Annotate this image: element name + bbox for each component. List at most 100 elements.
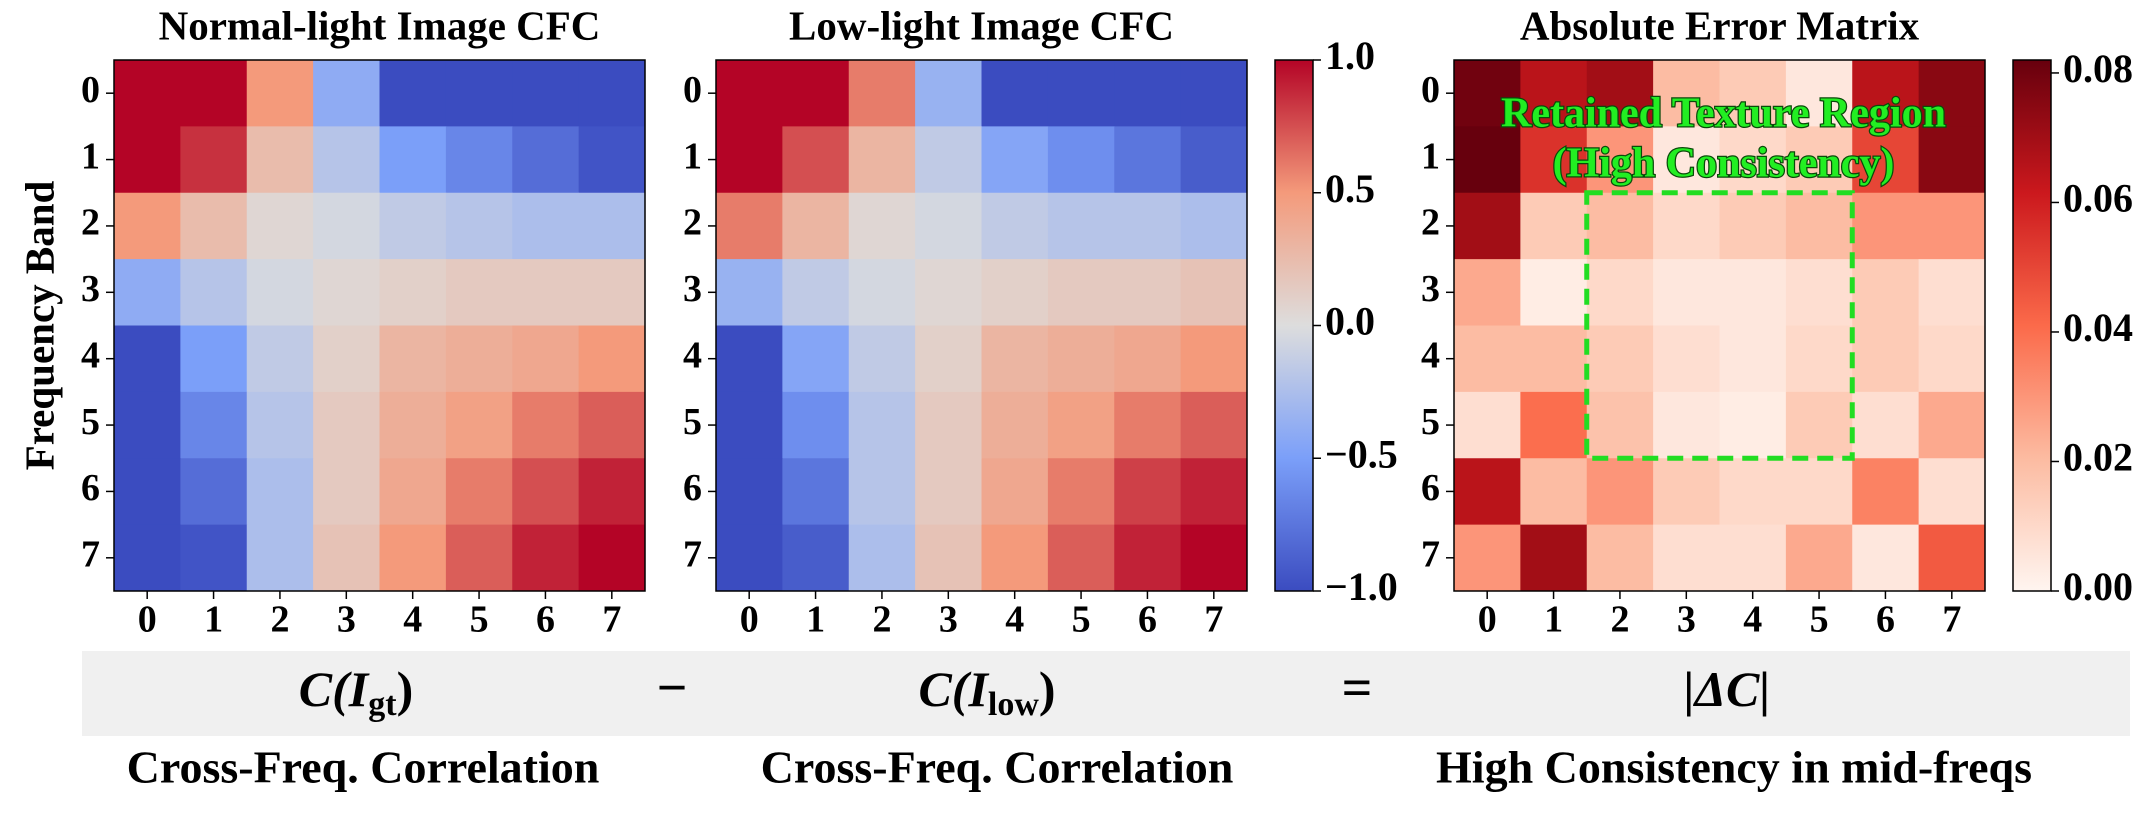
heatmap-cell: [782, 126, 850, 194]
heatmap-cell: [1918, 60, 1986, 127]
heatmap-cell: [1918, 524, 1986, 592]
heatmap-cell: [782, 192, 850, 260]
heatmap-cell: [981, 325, 1049, 393]
heatmap-cell: [445, 192, 513, 260]
heatmap-cell: [578, 325, 646, 393]
x-tick-label: 7: [1942, 599, 1961, 641]
heatmap-cell: [782, 325, 850, 393]
heatmap-cell: [981, 192, 1049, 260]
equation-operator: −: [657, 657, 688, 717]
heatmap-cell: [114, 60, 181, 127]
equation-term: |ΔC|: [1684, 661, 1771, 717]
heatmap-cell: [313, 391, 380, 459]
heatmap-cell: [1047, 259, 1115, 326]
heatmap-cell: [1785, 325, 1853, 393]
heatmap-cell: [1918, 126, 1986, 194]
heatmap-cell: [246, 524, 314, 592]
heatmap-cell: [114, 391, 181, 459]
heatmap-cell: [1785, 524, 1853, 592]
heatmap-cell: [915, 126, 982, 194]
heatmap-cell: [180, 259, 248, 326]
heatmap-cell: [981, 524, 1049, 592]
y-tick-label: 0: [1421, 69, 1440, 111]
heatmap-cell: [1918, 325, 1986, 393]
heatmap-cell: [848, 325, 916, 393]
heatmap-cell: [1586, 524, 1654, 592]
heatmap-cell: [848, 259, 916, 326]
y-tick-label: 4: [1421, 334, 1440, 376]
heatmap-cell: [445, 325, 513, 393]
heatmap-cell: [1454, 259, 1521, 326]
heatmap-cell: [379, 259, 447, 326]
heatmap-cell: [578, 524, 646, 592]
heatmap-cell: [313, 325, 380, 393]
heatmap-cell: [1180, 458, 1248, 526]
heatmap-cell: [782, 259, 850, 326]
heatmap-cell: [782, 458, 850, 526]
heatmap-cell: [848, 391, 916, 459]
heatmap-cell: [1180, 524, 1248, 592]
x-tick-label: 1: [1544, 599, 1563, 641]
colorbar-tick-label: 0.06: [2063, 176, 2133, 221]
heatmap-cell: [1180, 325, 1248, 393]
equation-operator: =: [1342, 657, 1373, 717]
heatmap-cell: [1719, 391, 1787, 459]
heatmap-cell: [445, 391, 513, 459]
x-tick-label: 5: [1072, 599, 1091, 641]
equation-term: C(Igt): [299, 661, 413, 722]
heatmap-cell: [1454, 524, 1521, 592]
heatmap-cell: [1852, 126, 1920, 194]
heatmap-cell: [1785, 458, 1853, 526]
x-tick-label: 0: [1478, 599, 1497, 641]
heatmap-cell: [1454, 126, 1521, 194]
heatmap-cell: [1586, 192, 1654, 260]
heatmap-cell: [1520, 325, 1588, 393]
heatmap-cell: [246, 259, 314, 326]
heatmap-cell: [313, 126, 380, 194]
y-axis-label: Frequency Band: [16, 180, 62, 470]
heatmap-cell: [379, 458, 447, 526]
heatmap-cell: [1114, 192, 1182, 260]
heatmap-cell: [716, 391, 783, 459]
heatmap-cell: [512, 192, 580, 260]
y-tick-label: 0: [683, 69, 702, 111]
heatmap-cell: [1852, 60, 1920, 127]
heatmap-cell: [915, 391, 982, 459]
heatmap-cell: [915, 458, 982, 526]
heatmap-cell: [848, 524, 916, 592]
y-tick-label: 6: [81, 467, 100, 509]
heatmap-cell: [578, 126, 646, 194]
heatmap-cell: [578, 60, 646, 127]
colorbar-tick-label: 0.02: [2063, 435, 2133, 480]
heatmap-cell: [114, 458, 181, 526]
heatmap-cell: [445, 458, 513, 526]
heatmap-cell: [246, 325, 314, 393]
heatmap-cell: [782, 391, 850, 459]
heatmap-cell: [1785, 259, 1853, 326]
term-main: C(I: [299, 661, 370, 717]
y-tick-label: 7: [81, 534, 100, 576]
heatmap-cell: [1653, 524, 1720, 592]
plot-frame: [715, 59, 1248, 592]
heatmap-cell: [1520, 126, 1588, 194]
caption: Cross-Freq. Correlation: [761, 742, 1234, 793]
y-tick-label: 4: [81, 334, 100, 376]
heatmap-cell: [848, 60, 916, 127]
x-tick-label: 2: [872, 599, 891, 641]
heatmap-cell: [1520, 60, 1588, 127]
heatmap-cell: [512, 325, 580, 393]
heatmap-cell: [1852, 458, 1920, 526]
heatmap-cell: [180, 192, 248, 260]
y-tick-label: 1: [1421, 135, 1440, 177]
plot-frame: [1453, 59, 1986, 592]
term-main: C(I: [918, 661, 989, 717]
heatmap-cell: [1719, 259, 1787, 326]
colorbar-tick-label: 1.0: [1325, 33, 1375, 78]
heatmap-cell: [1454, 60, 1521, 127]
heatmap-cell: [1719, 325, 1787, 393]
term-close: ): [397, 661, 414, 717]
heatmap-cell: [716, 126, 783, 194]
heatmap-cell: [578, 458, 646, 526]
x-tick-label: 5: [470, 599, 489, 641]
chart-title: Absolute Error Matrix: [1520, 2, 1920, 48]
